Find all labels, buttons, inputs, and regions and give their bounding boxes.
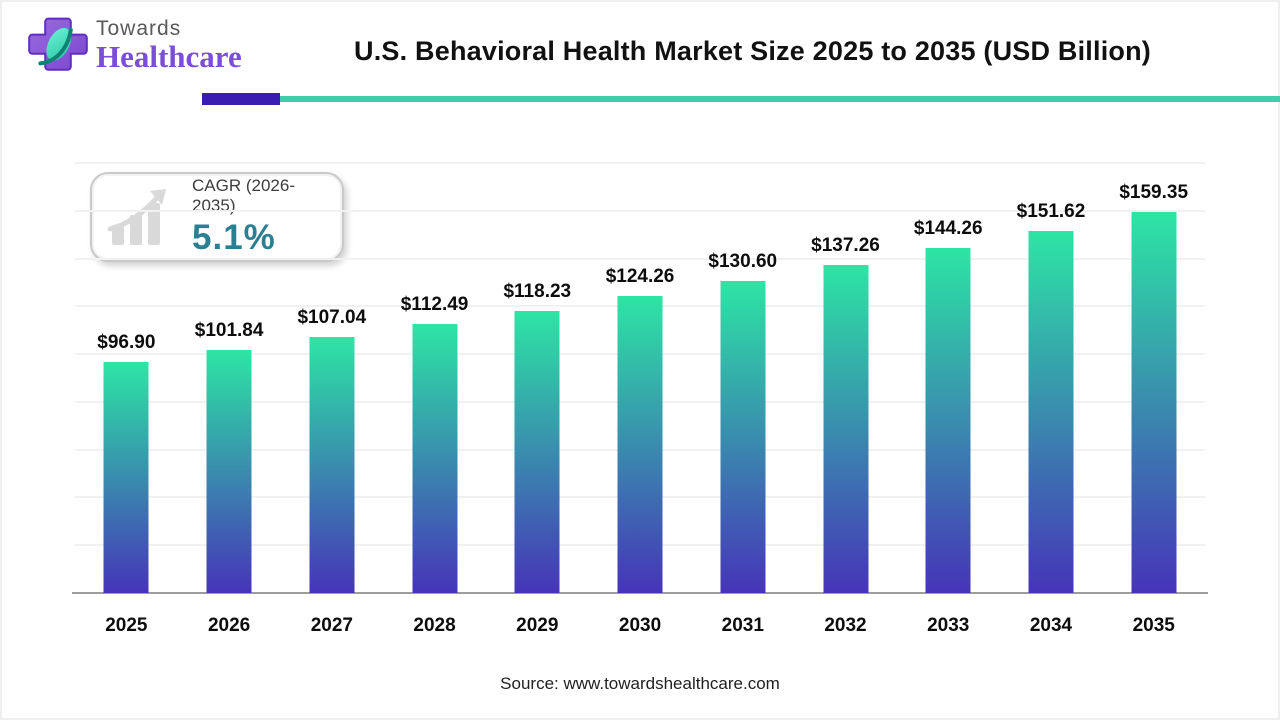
bar-column-2030: $124.26 2030 [589,163,692,636]
x-tick-label-2029: 2029 [516,615,559,636]
bar-2032 [823,265,868,593]
cagr-badge: CAGR (2026-2035) 5.1% [90,172,344,262]
title-underline-teal [280,96,1280,102]
bar-column-2035: $159.35 2035 [1102,163,1205,636]
x-tick-label-2034: 2034 [1029,615,1073,636]
bar-value-label-2030: $124.26 [605,266,675,288]
bar-column-2031: $130.60 2031 [691,163,794,636]
bar-column-2027: $107.04 2027 [280,163,383,636]
x-axis-line [72,592,1208,594]
x-tick-label-2035: 2035 [1132,615,1175,636]
bar-2030 [617,296,663,593]
bar-value-label-2027: $107.04 [297,307,367,329]
x-tick-label-2030: 2030 [618,615,662,636]
grid-line-140 [75,257,1205,260]
bar-2031 [720,281,766,593]
x-tick-label-2026: 2026 [207,615,251,636]
x-tick-label-2028: 2028 [413,615,456,636]
bar-2035 [1131,212,1177,593]
bar-series: $96.90 2025 $101.84 2026 $107.04 2027 $112.49 2… [75,163,1205,636]
bar-2033 [925,248,971,593]
bar-value-label-2034: $151.62 [1016,200,1086,222]
bar-column-2028: $112.49 2028 [383,163,486,636]
bar-column-2029: $118.23 2029 [486,163,589,636]
bar-value-label-2028: $112.49 [400,294,469,316]
bar-value-label-2026: $101.84 [194,319,264,341]
cross-leaf-logo-icon [28,17,88,71]
grid-line-160 [75,209,1205,212]
source-text: Source: www.towardshealthcare.com [500,674,780,693]
bar-value-label-2029: $118.23 [503,280,572,302]
title-underline-purple [202,93,280,105]
logo-wordmark-healthcare: Healthcare [96,39,242,74]
bar-value-label-2031: $130.60 [708,251,778,273]
bar-2028 [412,324,458,593]
bar-value-label-2033: $144.26 [913,218,983,240]
bar-column-2034: $151.62 2034 [1000,163,1103,636]
bar-chart: $96.90 2025 $101.84 2026 $107.04 2027 $112.49 2… [72,162,1208,636]
growth-chart-icon [107,189,166,245]
grid-line-180 [75,162,1205,164]
x-tick-label-2032: 2032 [824,615,867,636]
x-tick-label-2025: 2025 [105,615,148,636]
bar-value-label-2032: $137.26 [811,235,880,257]
bar-value-label-2035: $159.35 [1119,182,1189,204]
bar-column-2026: $101.84 2026 [178,163,281,636]
x-tick-label-2033: 2033 [927,615,970,636]
bar-2034 [1028,230,1074,593]
x-tick-label-2031: 2031 [721,615,764,636]
chart-title: U.S. Behavioral Health Market Size 2025 … [354,36,1151,66]
bar-column-2033: $144.26 2033 [897,163,1000,636]
bar-2025 [103,361,149,593]
bar-value-label-2025: $96.90 [97,331,156,353]
bar-column-2025: $96.90 2025 [75,163,178,636]
towards-healthcare-logo: Towards Healthcare [26,12,242,78]
bar-2027 [309,337,355,593]
bar-column-2032: $137.26 2032 [794,163,897,636]
bar-2029 [514,310,560,593]
bar-2026 [206,349,252,593]
logo-wordmark-towards: Towards [96,17,182,40]
x-tick-label-2027: 2027 [310,615,353,636]
cagr-value: 5.1% [192,218,276,257]
